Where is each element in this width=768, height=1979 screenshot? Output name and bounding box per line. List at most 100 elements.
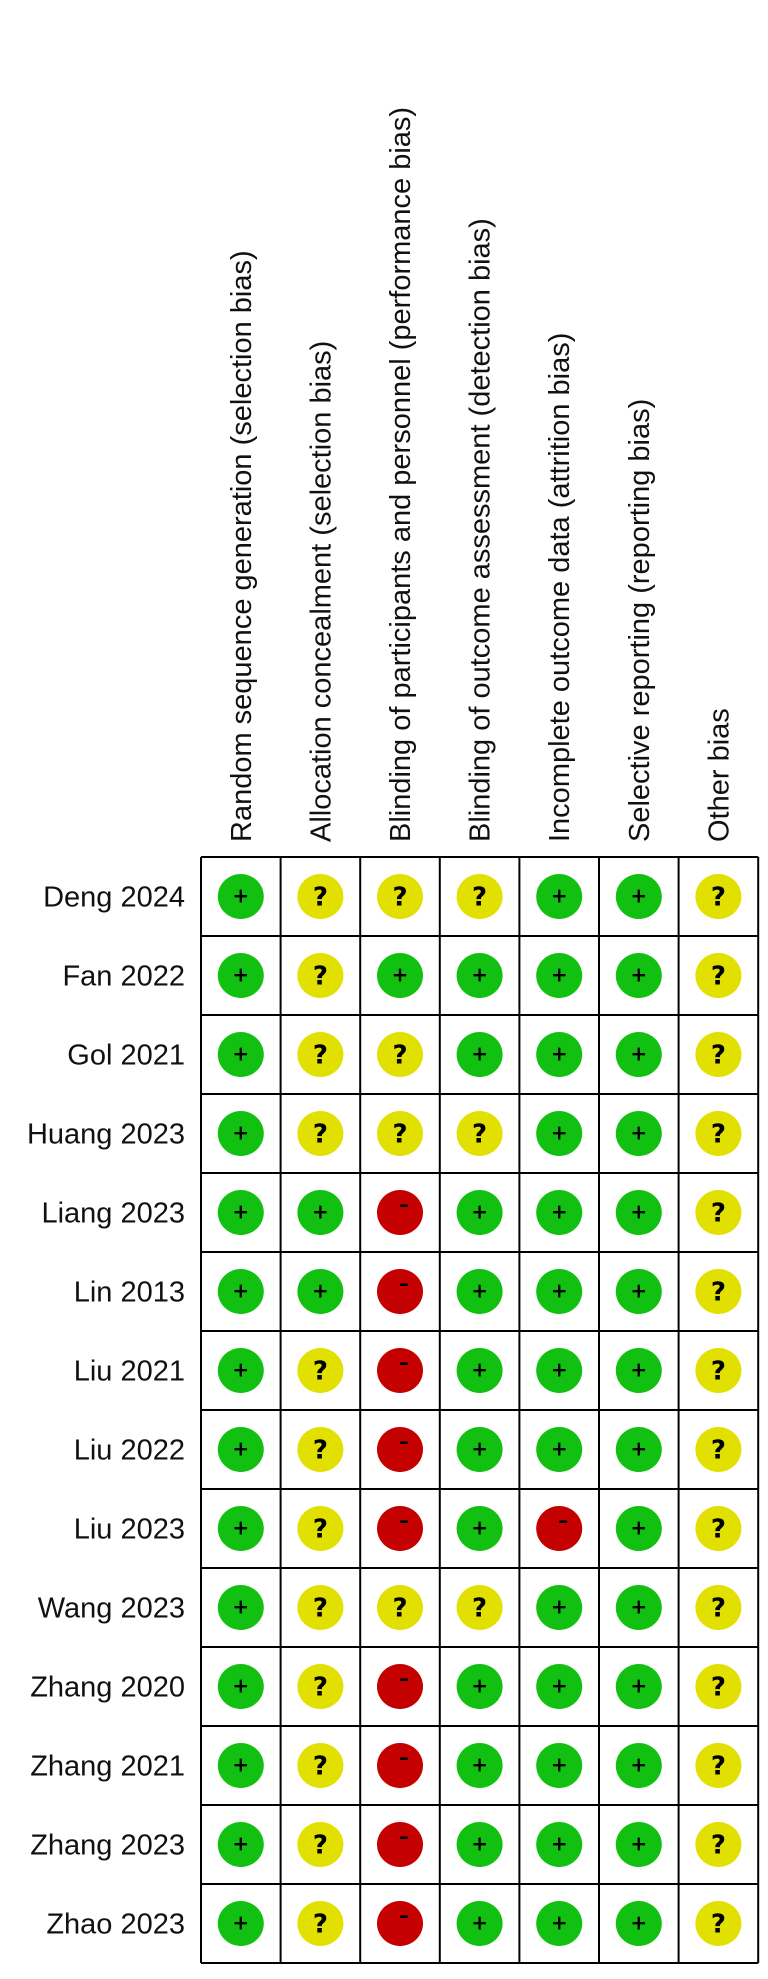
rating-mark: +: [615, 1269, 662, 1314]
plus-icon: +: [551, 1674, 568, 1698]
rating-mark: +: [615, 953, 662, 998]
rating-mark: +: [217, 1506, 264, 1551]
rating-mark: –: [377, 1506, 423, 1551]
plus-icon: +: [232, 1595, 249, 1619]
rating-circle: [297, 1585, 344, 1630]
rating-circle: [695, 1743, 742, 1788]
rating-circle: [297, 953, 344, 998]
plus-icon: +: [471, 1911, 488, 1935]
question-icon: ?: [392, 1594, 407, 1624]
rating-mark: ?: [297, 1901, 344, 1946]
rating-circle: [377, 1743, 423, 1788]
plus-icon: +: [232, 1121, 249, 1145]
question-icon: ?: [392, 1041, 407, 1071]
question-icon: ?: [711, 1515, 726, 1545]
rating-circle: [377, 1269, 423, 1314]
rating-mark: ?: [695, 1506, 742, 1551]
plus-icon: +: [551, 884, 568, 908]
rating-mark: +: [217, 1032, 264, 1077]
rating-circle: [456, 1743, 503, 1788]
study-label: Zhang 2020: [30, 1672, 185, 1704]
question-icon: ?: [711, 1357, 726, 1387]
rating-circle: [695, 1585, 742, 1630]
minus-icon: –: [399, 1509, 409, 1533]
plus-icon: +: [392, 963, 409, 987]
minus-icon: –: [558, 1509, 568, 1533]
rating-circle: [536, 1901, 583, 1946]
minus-icon: –: [399, 1351, 409, 1375]
question-icon: ?: [711, 1752, 726, 1782]
study-label: Zhang 2023: [30, 1830, 185, 1862]
rating-circle: [695, 1190, 742, 1235]
rating-mark: –: [377, 1190, 423, 1235]
rating-mark: ?: [695, 1190, 742, 1235]
rating-circle: [217, 1190, 264, 1235]
study-label: Gol 2021: [67, 1040, 185, 1072]
rating-mark: –: [377, 1427, 423, 1472]
rating-circle: [695, 1901, 742, 1946]
rating-circle: [536, 1664, 583, 1709]
question-icon: ?: [711, 1831, 726, 1861]
rating-circle: [615, 1664, 662, 1709]
plus-icon: +: [232, 1437, 249, 1461]
rating-circle: [377, 1585, 423, 1630]
rating-circle: [217, 1506, 264, 1551]
question-icon: ?: [313, 1436, 328, 1466]
plus-icon: +: [551, 1753, 568, 1777]
rating-circle: [297, 1664, 344, 1709]
study-label: Deng 2024: [43, 882, 185, 914]
rating-circle: [695, 1506, 742, 1551]
rating-mark: ?: [297, 1743, 344, 1788]
rating-circle: [615, 1585, 662, 1630]
rating-circle: [456, 1348, 503, 1393]
rating-circle: [456, 1585, 503, 1630]
plus-icon: +: [630, 1121, 647, 1145]
rating-mark: +: [615, 874, 662, 919]
rating-mark: +: [456, 1822, 503, 1867]
rating-circle: [695, 953, 742, 998]
question-icon: ?: [711, 883, 726, 913]
plus-icon: +: [551, 1042, 568, 1066]
rating-circle: [377, 1032, 423, 1077]
rating-mark: –: [377, 1664, 423, 1709]
rating-mark: +: [536, 1822, 583, 1867]
plus-icon: +: [232, 1753, 249, 1777]
rating-circle: [615, 1111, 662, 1156]
plus-icon: +: [630, 1279, 647, 1303]
plus-icon: +: [630, 1042, 647, 1066]
plus-icon: +: [551, 1911, 568, 1935]
plus-icon: +: [551, 1832, 568, 1856]
rating-circle: [456, 1664, 503, 1709]
rating-mark: +: [536, 1269, 583, 1314]
plus-icon: +: [630, 1832, 647, 1856]
rating-mark: +: [217, 1269, 264, 1314]
plus-icon: +: [471, 1279, 488, 1303]
plus-icon: +: [630, 963, 647, 987]
plus-icon: +: [551, 1121, 568, 1145]
rating-mark: +: [217, 1743, 264, 1788]
rating-circle: [217, 1111, 264, 1156]
rating-mark: ?: [377, 1111, 423, 1156]
rating-circle: [615, 953, 662, 998]
rating-mark: ?: [695, 874, 742, 919]
question-icon: ?: [313, 1910, 328, 1940]
rating-mark: +: [536, 1190, 583, 1235]
rating-mark: +: [456, 1348, 503, 1393]
rating-mark: +: [456, 1190, 503, 1235]
rating-circle: [536, 953, 583, 998]
study-label: Fan 2022: [62, 961, 185, 993]
rating-mark: +: [217, 1822, 264, 1867]
rating-mark: +: [536, 1901, 583, 1946]
rating-circle: [456, 1506, 503, 1551]
question-icon: ?: [313, 883, 328, 913]
rating-circle: [217, 1822, 264, 1867]
rating-mark: +: [615, 1348, 662, 1393]
question-icon: ?: [313, 1752, 328, 1782]
rating-circle: [615, 1901, 662, 1946]
rating-mark: +: [297, 1190, 344, 1235]
rating-circle: [377, 1111, 423, 1156]
rating-circle: [377, 1190, 423, 1235]
rating-circle: [297, 1901, 344, 1946]
study-label: Liu 2022: [74, 1435, 185, 1467]
